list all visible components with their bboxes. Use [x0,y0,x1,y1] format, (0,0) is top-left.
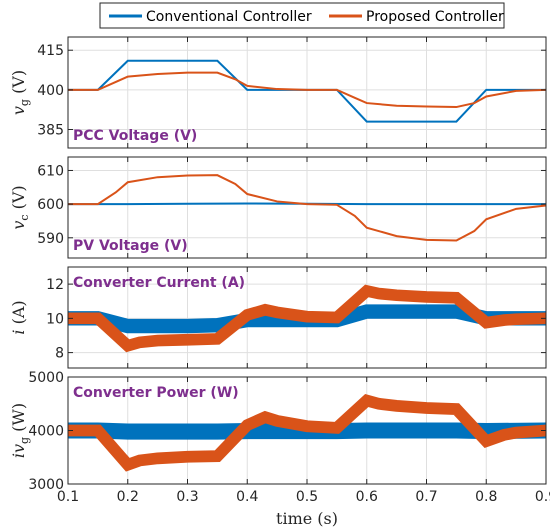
series-group [68,394,546,472]
x-tick-label: 0.5 [296,489,318,505]
x-axis-title: time (s) [276,509,338,528]
y-tick-label: 600 [37,197,64,213]
x-tick-label: 0.3 [176,489,198,505]
x-axis: 0.1 0.2 0.3 0.4 0.5 0.6 0.7 0.8 0.9 [57,489,550,505]
y-tick-label: 5000 [28,370,64,386]
panel-annotation: PCC Voltage (V) [73,128,197,144]
series-line-proposed-controller [68,394,546,472]
series-line-proposed-controller [68,174,546,242]
legend-label-proposed: Proposed Controller [366,9,504,25]
x-tick-label: 0.8 [475,489,497,505]
y-axis-title-subscript: c [18,214,31,220]
y-axis-title-subscript: g [18,437,31,444]
y-axis-title-unit: (A) [9,300,28,329]
x-tick-label: 0.7 [415,489,437,505]
x-tick-label: 0.2 [117,489,139,505]
x-tick-label: 0.9 [535,489,550,505]
chart-panel-1: 385 400 415 PCC Voltage (V) vg (V) [9,36,547,149]
y-axis-title-symbol: v [9,221,28,230]
y-tick-label: 3000 [28,477,64,493]
y-tick-label: 610 [37,163,64,179]
y-tick-label: 12 [46,277,64,293]
y-axis-title-symbol: i [9,330,28,335]
y-axis-title: vg (V) [9,70,31,115]
series-line-proposed-controller [68,71,546,109]
series-group [68,174,546,242]
y-axis-title-unit: (V) [9,185,28,214]
y-tick-label: 415 [37,43,64,59]
y-tick-label: 4000 [28,424,64,440]
x-tick-label: 0.1 [57,489,79,505]
y-axis-title: ivg (W) [9,403,31,458]
x-tick-label: 0.4 [236,489,258,505]
x-tick-label: 0.6 [356,489,378,505]
series-group [68,59,546,123]
panel-annotation: PV Voltage (V) [73,238,188,254]
panel-annotation: Converter Current (A) [73,275,245,291]
y-tick-label: 400 [37,83,64,99]
series-group [68,284,546,353]
y-tick-label: 8 [55,346,64,362]
y-axis-title-unit: (W) [9,403,28,437]
chart-panel-3: 8 10 12 Converter Current (A) i (A) [9,266,547,369]
y-axis-title-subscript: g [18,99,31,106]
legend-box [99,2,505,29]
chart-panel-4: 3000 4000 5000 Converter Power (W) ivg (W) [9,370,547,493]
y-axis-title-unit: (V) [9,70,28,99]
panel-annotation: Converter Power (W) [73,385,239,401]
y-axis-title-symbol: v [9,106,28,115]
legend-label-conventional: Conventional Controller [146,9,312,25]
y-tick-label: 385 [37,123,64,139]
legend: Conventional Controller Proposed Control… [99,2,505,29]
y-axis-title: i (A) [9,300,28,334]
y-tick-label: 10 [46,311,64,327]
y-axis-title: vc (V) [9,185,31,229]
y-axis-title-symbol: iv [9,444,28,458]
y-tick-label: 590 [37,231,64,247]
chart-panel-2: 590 600 610 PV Voltage (V) vc (V) [9,156,547,259]
series-line-proposed-controller [68,284,546,353]
